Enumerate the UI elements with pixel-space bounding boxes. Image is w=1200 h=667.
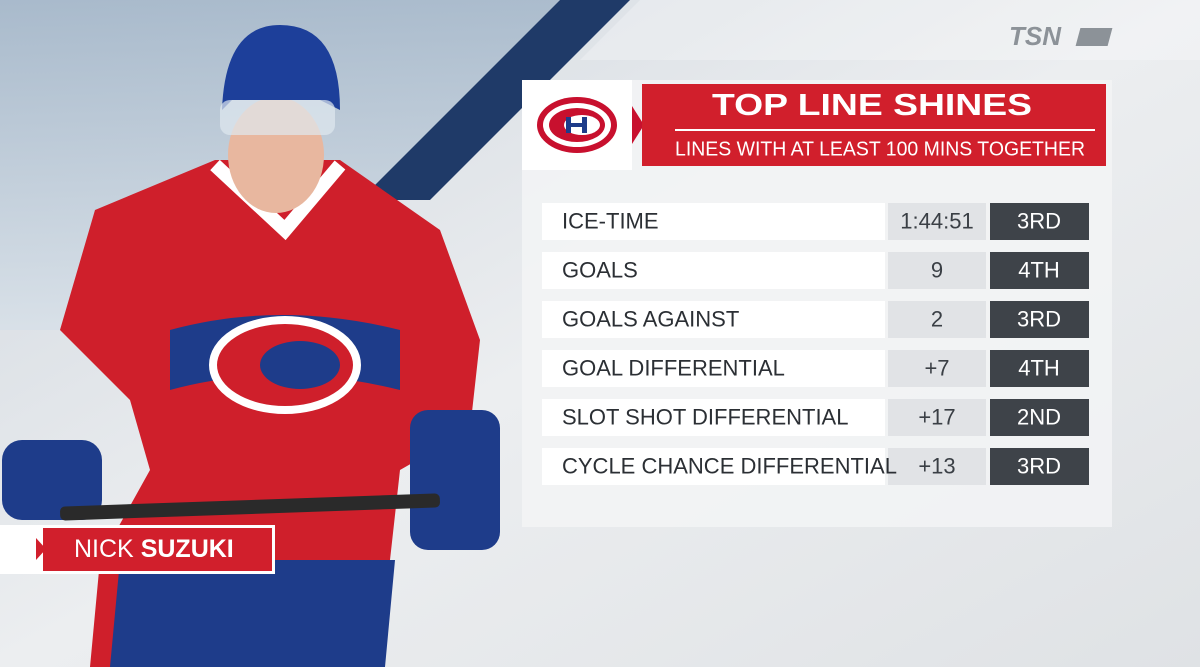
label-cell <box>542 350 885 387</box>
value-cell <box>888 448 986 485</box>
stat-label: GOALS AGAINST <box>562 306 739 331</box>
rank-cell <box>990 203 1089 240</box>
value-cell <box>888 350 986 387</box>
network-logo-mark <box>1075 28 1113 46</box>
stat-value: +17 <box>918 404 955 429</box>
player-first-name: NICK <box>74 535 134 563</box>
label-cell <box>542 252 885 289</box>
table-row: SLOT SHOT DIFFERENTIAL +17 2ND <box>542 399 1089 436</box>
label-cell <box>542 203 885 240</box>
stat-label: CYCLE CHANCE DIFFERENTIAL <box>562 453 897 478</box>
table-row: ICE-TIME 1:44:51 3RD <box>542 203 1089 240</box>
stat-rank: 3RD <box>1017 306 1061 331</box>
rank-cell <box>990 350 1089 387</box>
rank-cell <box>990 252 1089 289</box>
header-banner <box>642 84 1106 166</box>
stat-rank: 2ND <box>1017 404 1061 429</box>
network-logo: TSN <box>1009 21 1062 51</box>
label-cell <box>542 301 885 338</box>
player-name: NICK SUZUKI <box>74 535 234 563</box>
value-cell <box>888 203 986 240</box>
stat-value: 9 <box>931 257 943 282</box>
stat-label: GOALS <box>562 257 638 282</box>
stat-rank: 3RD <box>1017 208 1061 233</box>
label-cell <box>542 399 885 436</box>
stat-rank: 4TH <box>1018 355 1060 380</box>
stat-value: 1:44:51 <box>900 208 973 233</box>
stat-value: +13 <box>918 453 955 478</box>
stat-label: ICE-TIME <box>562 208 659 233</box>
header-arrow <box>632 106 644 144</box>
rank-cell <box>990 448 1089 485</box>
name-tag: NICK SUZUKI <box>0 525 275 574</box>
name-tag-arrow <box>36 538 46 560</box>
stat-label: SLOT SHOT DIFFERENTIAL <box>562 404 848 429</box>
value-cell <box>888 301 986 338</box>
stat-rank: 3RD <box>1017 453 1061 478</box>
header-subtitle: LINES WITH AT LEAST 100 MINS TOGETHER <box>675 138 1085 160</box>
stats-table: ICE-TIME 1:44:51 3RD GOALS 9 4TH GOALS AGAINST… <box>542 203 1089 485</box>
stat-value: 2 <box>931 306 943 331</box>
label-cell <box>542 448 885 485</box>
rank-cell <box>990 301 1089 338</box>
table-row: GOALS AGAINST 2 3RD <box>542 301 1089 338</box>
header-title: TOP LINE SHINES <box>712 87 1032 122</box>
table-row: GOAL DIFFERENTIAL +7 4TH <box>542 350 1089 387</box>
table-row: GOALS 9 4TH <box>542 252 1089 289</box>
light-stripe <box>580 0 1200 60</box>
value-cell <box>888 399 986 436</box>
stat-rank: 4TH <box>1018 257 1060 282</box>
team-logo <box>537 97 617 153</box>
rank-cell <box>990 399 1089 436</box>
stat-label: GOAL DIFFERENTIAL <box>562 355 785 380</box>
navy-stripe <box>360 0 630 200</box>
value-cell <box>888 252 986 289</box>
stat-value: +7 <box>924 355 949 380</box>
player-last-name: SUZUKI <box>141 535 234 563</box>
player-image <box>2 25 500 667</box>
name-tag-bar <box>43 528 272 571</box>
table-row: CYCLE CHANCE DIFFERENTIAL +13 3RD <box>542 448 1089 485</box>
